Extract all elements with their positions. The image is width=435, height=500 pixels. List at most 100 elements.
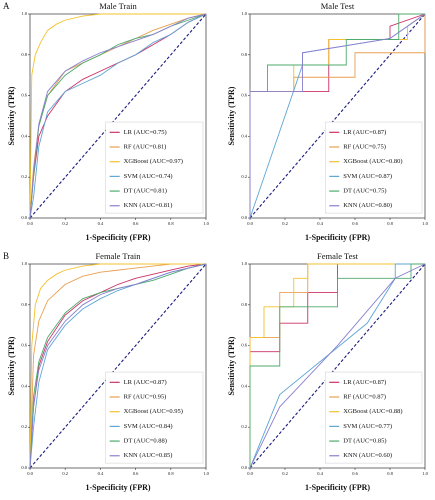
- chart-title: Female Test: [317, 251, 359, 261]
- y-tick-label: 0.8: [241, 52, 247, 57]
- legend-label: KNN (AUC=0.60): [343, 452, 392, 459]
- x-axis-label: 1-Specificity (FPR): [305, 483, 370, 492]
- x-axis-label: 1-Specificity (FPR): [85, 233, 150, 242]
- y-tick-label: 0.0: [21, 215, 27, 220]
- legend-label: DT (AUC=0.88): [124, 438, 167, 445]
- roc-line: [29, 13, 206, 219]
- x-tick-label: 0.6: [352, 471, 358, 476]
- x-tick-label: 0.8: [168, 471, 174, 476]
- y-tick-label: 0.0: [241, 465, 247, 470]
- roc-line: [29, 13, 207, 219]
- legend-label: LR (AUC=0.87): [343, 379, 386, 386]
- x-tick-label: 1.0: [203, 221, 209, 226]
- roc-line: [29, 263, 207, 469]
- roc-line: [29, 263, 207, 469]
- x-tick-label: 0.0: [27, 471, 33, 476]
- y-tick-label: 0.2: [241, 424, 247, 429]
- legend-label: SVM (AUC=0.74): [124, 173, 173, 180]
- y-tick-label: 0.2: [241, 174, 247, 179]
- legend-box: [325, 371, 423, 464]
- y-axis-label: Sensitivity (TPR): [7, 336, 16, 395]
- y-tick-label: 1.0: [21, 261, 27, 266]
- x-tick-label: 0.0: [247, 471, 253, 476]
- legend-label: RF (AUC=0.81): [124, 143, 167, 150]
- legend-label: DT (AUC=0.85): [343, 438, 386, 445]
- x-axis-label: 1-Specificity (FPR): [305, 233, 370, 242]
- x-tick-label: 0.6: [352, 221, 358, 226]
- x-tick-label: 0.2: [282, 221, 288, 226]
- y-tick-label: 0.8: [21, 302, 27, 307]
- legend-label: SVM (AUC=0.84): [124, 423, 173, 430]
- legend-label: SVM (AUC=0.87): [343, 173, 392, 180]
- panel-label: A: [3, 1, 10, 11]
- roc-line: [249, 13, 426, 218]
- y-tick-label: 0.8: [21, 52, 27, 57]
- legend-label: XGBoost (AUC=0.88): [343, 408, 402, 415]
- y-tick-label: 1.0: [241, 11, 247, 16]
- roc-line: [249, 263, 425, 468]
- legend-label: XGBoost (AUC=0.80): [343, 158, 402, 165]
- y-tick-label: 0.0: [241, 215, 247, 220]
- y-tick-label: 0.4: [21, 133, 27, 138]
- y-axis-label: Sensitivity (TPR): [227, 86, 236, 145]
- x-tick-label: 0.8: [168, 221, 174, 226]
- x-axis-label: 1-Specificity (FPR): [85, 483, 150, 492]
- legend-label: XGBoost (AUC=0.97): [124, 158, 183, 165]
- y-tick-label: 0.2: [21, 174, 27, 179]
- x-tick-label: 0.6: [133, 221, 139, 226]
- y-tick-label: 0.4: [241, 133, 247, 138]
- legend-label: LR (AUC=0.87): [343, 129, 386, 136]
- roc-line: [29, 13, 207, 219]
- legend-label: DT (AUC=0.81): [124, 188, 167, 195]
- x-tick-label: 0.0: [27, 221, 33, 226]
- y-tick-label: 1.0: [21, 11, 27, 16]
- chart-title: Female Train: [95, 251, 141, 261]
- y-tick-label: 1.0: [241, 261, 247, 266]
- roc-line: [249, 263, 426, 469]
- legend-label: LR (AUC=0.87): [124, 379, 167, 386]
- legend-box: [325, 121, 423, 214]
- legend-label: KNN (AUC=0.81): [124, 202, 173, 209]
- panel-label: B: [3, 251, 9, 261]
- y-axis-label: Sensitivity (TPR): [7, 86, 16, 145]
- legend-box: [105, 121, 204, 214]
- x-tick-label: 0.0: [247, 221, 253, 226]
- roc-line: [249, 263, 425, 469]
- legend-label: KNN (AUC=0.85): [124, 452, 173, 459]
- x-tick-label: 1.0: [422, 221, 428, 226]
- y-tick-label: 0.2: [21, 424, 27, 429]
- y-tick-label: 0.0: [21, 465, 27, 470]
- y-axis-label: Sensitivity (TPR): [227, 336, 236, 395]
- y-tick-label: 0.6: [21, 343, 27, 348]
- y-tick-label: 0.6: [241, 93, 247, 98]
- x-tick-label: 1.0: [422, 471, 428, 476]
- x-tick-label: 0.2: [62, 221, 68, 226]
- x-tick-label: 0.6: [133, 471, 139, 476]
- x-tick-label: 0.4: [98, 471, 104, 476]
- y-tick-label: 0.6: [241, 343, 247, 348]
- legend-box: [105, 371, 204, 464]
- legend-label: KNN (AUC=0.80): [343, 202, 392, 209]
- y-tick-label: 0.4: [241, 383, 247, 388]
- legend-label: RF (AUC=0.95): [124, 393, 167, 400]
- roc-line: [29, 263, 206, 469]
- y-tick-label: 0.8: [241, 302, 247, 307]
- chart-title: Male Test: [321, 1, 355, 11]
- x-tick-label: 0.2: [62, 471, 68, 476]
- y-tick-label: 0.4: [21, 383, 27, 388]
- x-tick-label: 0.4: [317, 221, 323, 226]
- x-tick-label: 0.8: [387, 221, 393, 226]
- x-tick-label: 0.8: [387, 471, 393, 476]
- legend-label: RF (AUC=0.87): [343, 393, 386, 400]
- legend-label: SVM (AUC=0.77): [343, 423, 392, 430]
- x-tick-label: 0.4: [98, 221, 104, 226]
- x-tick-label: 0.4: [317, 471, 323, 476]
- x-tick-label: 0.2: [282, 471, 288, 476]
- legend-label: XGBoost (AUC=0.95): [124, 408, 183, 415]
- y-tick-label: 0.6: [21, 93, 27, 98]
- chart-title: Male Train: [99, 1, 137, 11]
- roc-line: [249, 263, 425, 468]
- legend-label: RF (AUC=0.75): [343, 143, 386, 150]
- x-tick-label: 1.0: [203, 471, 209, 476]
